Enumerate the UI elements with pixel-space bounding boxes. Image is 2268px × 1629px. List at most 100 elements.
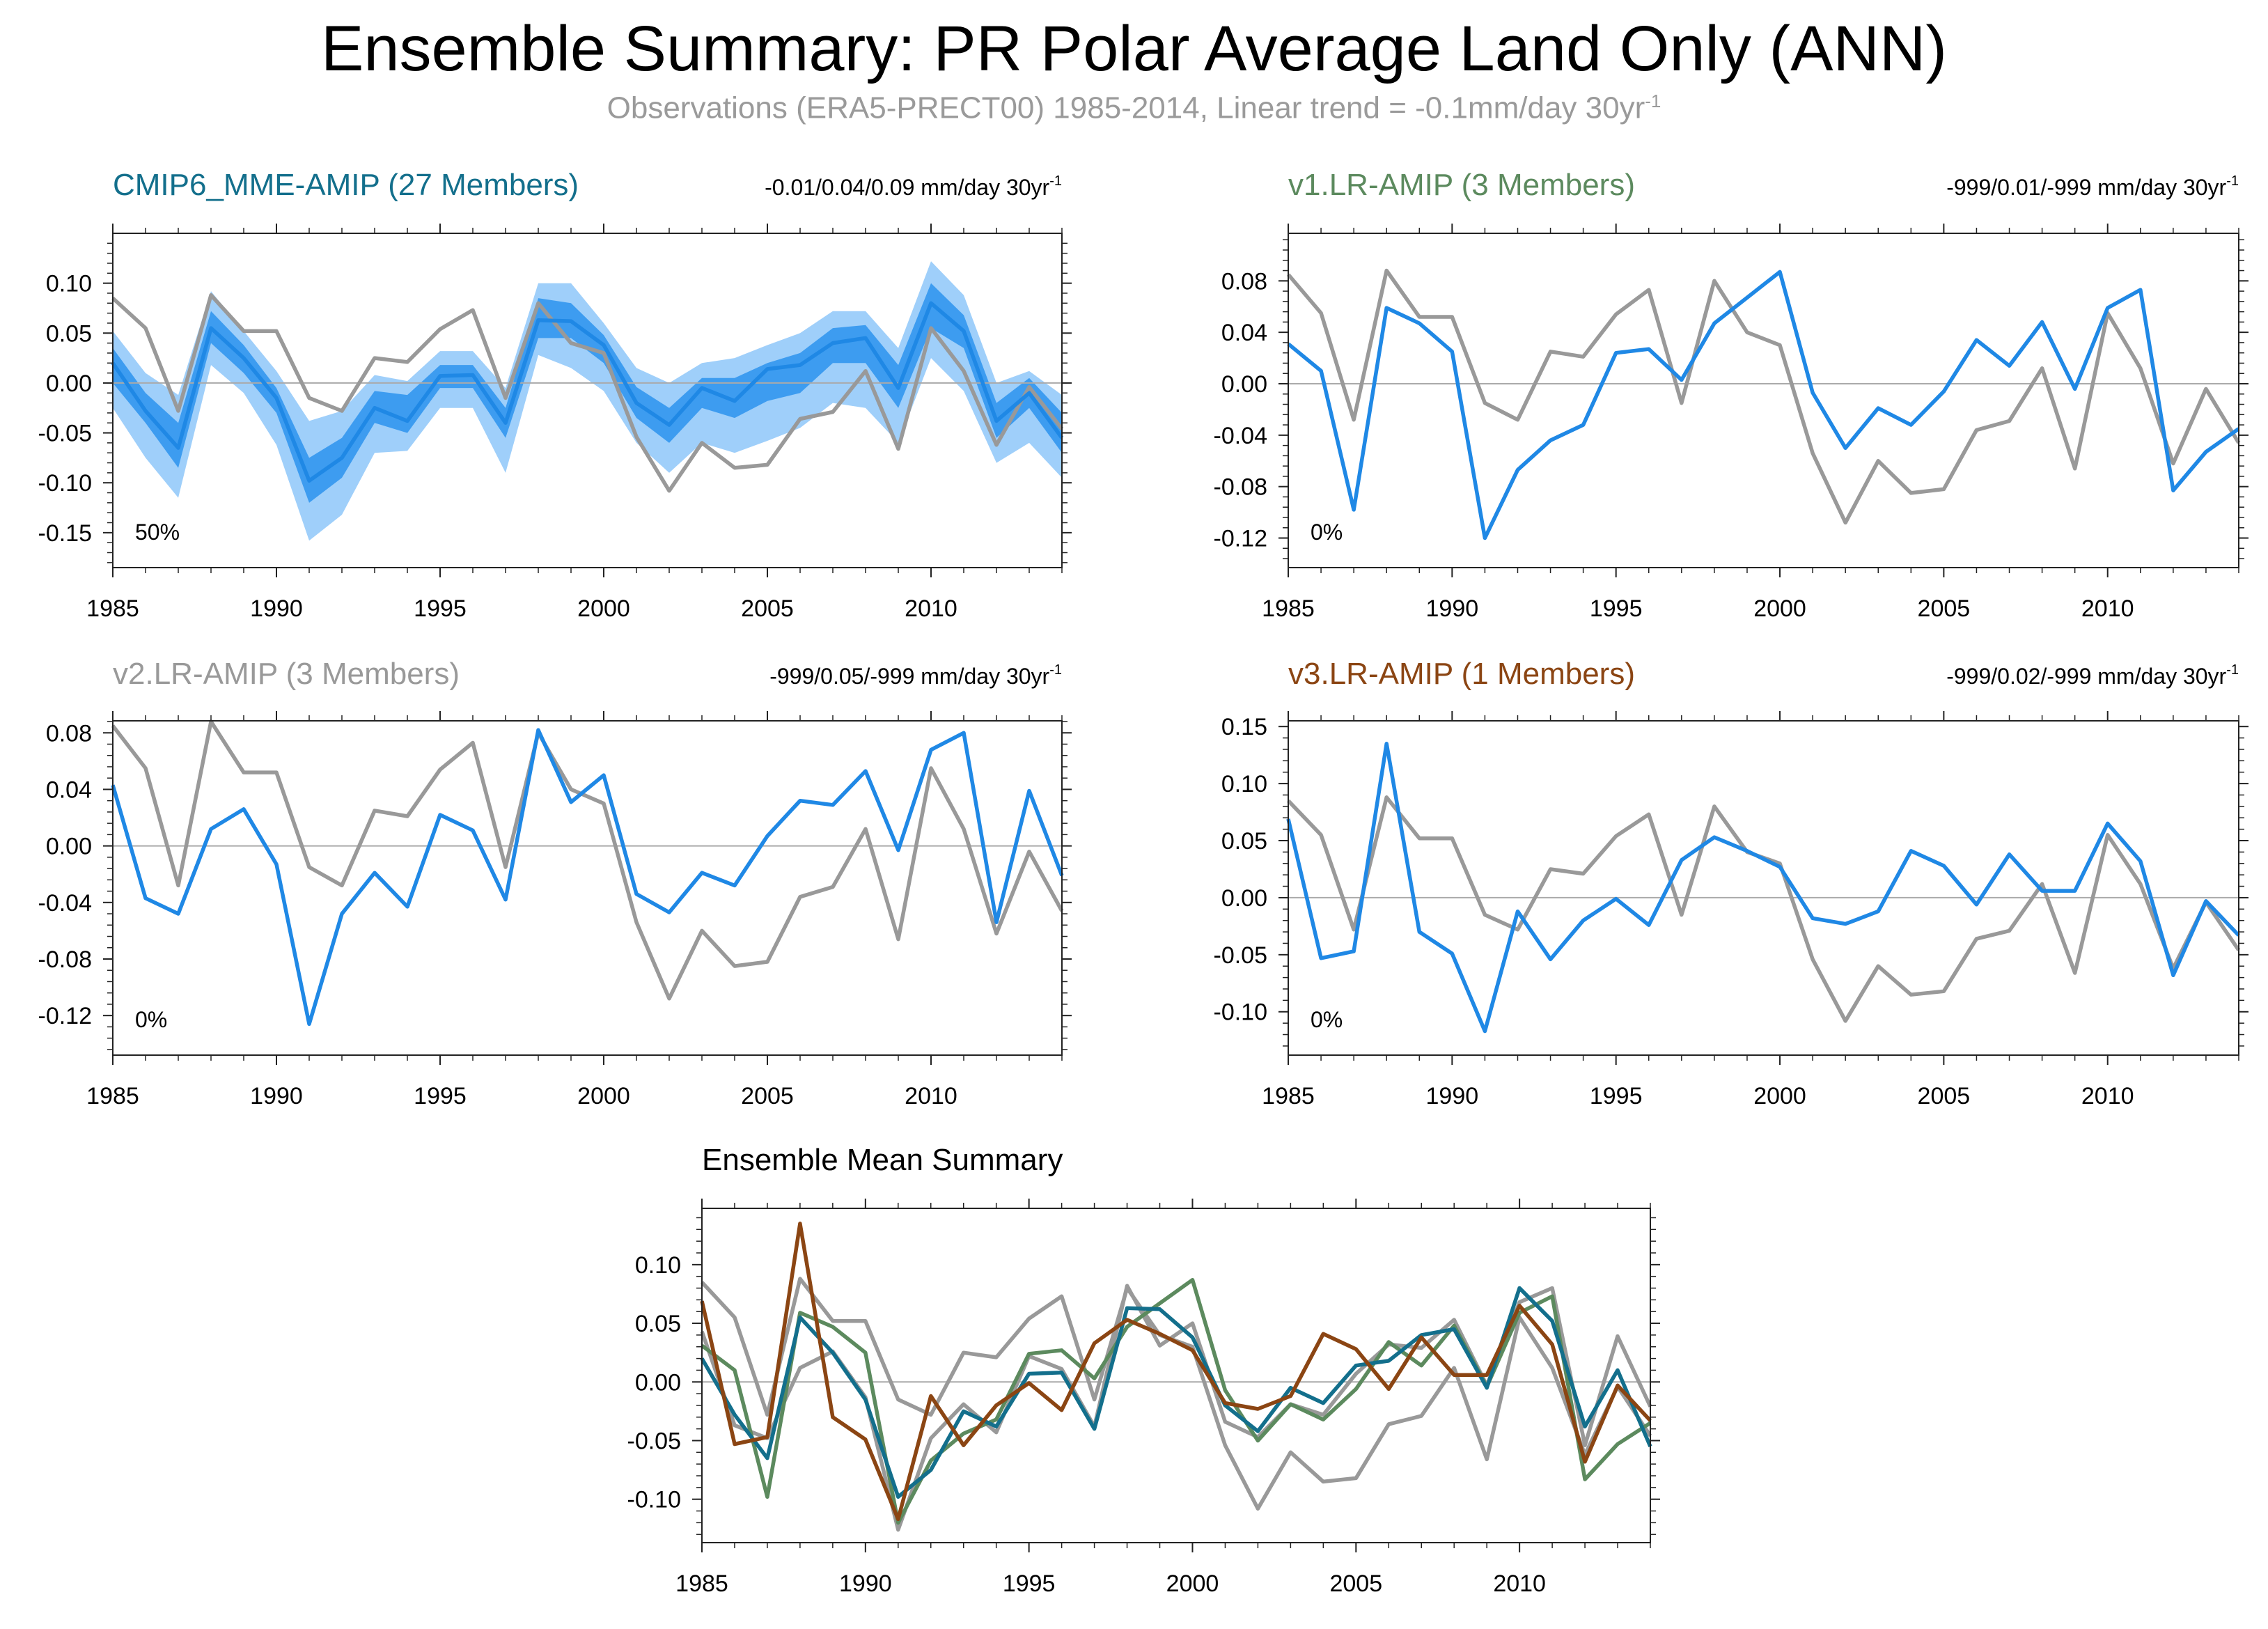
series-v1	[701, 1277, 1652, 1525]
y-tick-label: 0.15	[1221, 714, 1267, 740]
percent-label: 50%	[135, 520, 180, 545]
x-tick-label: 1995	[414, 595, 467, 622]
series-mme	[700, 1286, 1652, 1499]
panel-v3: v3.LR-AMIP (1 Members) -999/0.02/-999 mm/…	[1214, 657, 2249, 1109]
x-tick-label: 1990	[250, 1083, 303, 1109]
y-tick-label: 0.05	[1221, 828, 1267, 855]
x-tick-label: 2000	[1753, 1083, 1806, 1109]
panel-title: Ensemble Mean Summary	[702, 1143, 1063, 1177]
x-tick-label: 2000	[1753, 595, 1806, 622]
x-tick-label: 2005	[741, 1083, 794, 1109]
series-obs	[1286, 268, 2241, 525]
y-tick-label: 0.00	[46, 834, 92, 860]
percent-label: 0%	[1311, 1007, 1343, 1032]
percent-label: 0%	[1311, 520, 1343, 545]
x-tick-label: 1985	[1262, 595, 1315, 622]
y-tick-label: -0.05	[38, 421, 93, 447]
trend-label: -999/0.02/-999 mm/day 30yr-1	[1946, 662, 2239, 689]
plot-frame	[112, 720, 1063, 1056]
x-tick-label: 1990	[1426, 1083, 1479, 1109]
y-tick-label: -0.05	[1214, 942, 1268, 969]
y-tick-label: -0.10	[38, 470, 93, 497]
x-tick-label: 1990	[1426, 595, 1479, 622]
trend-superscript: -1	[1049, 662, 1062, 678]
y-tick-label: -0.12	[38, 1003, 93, 1029]
panel-v1: v1.LR-AMIP (3 Members) -999/0.01/-999 mm/…	[1214, 168, 2249, 622]
y-tick-label: 0.04	[1221, 320, 1267, 346]
series-model	[111, 301, 1064, 483]
x-tick-label: 2010	[905, 1083, 957, 1109]
y-tick-label: -0.10	[627, 1487, 682, 1513]
trend-text: -999/0.01/-999 mm/day 30yr	[1946, 175, 2226, 200]
y-tick-label: -0.04	[38, 890, 93, 917]
series-model	[111, 728, 1064, 1027]
x-tick-label: 1985	[86, 1083, 139, 1109]
y-tick-label: -0.12	[1214, 526, 1268, 552]
y-tick-label: 0.10	[635, 1252, 681, 1279]
plot-frame	[1288, 720, 2239, 1056]
x-tick-label: 2010	[2081, 595, 2134, 622]
trend-superscript: -1	[1049, 173, 1062, 189]
x-tick-label: 1985	[675, 1570, 728, 1597]
x-tick-label: 2005	[1918, 1083, 1971, 1109]
y-tick-label: 0.10	[1221, 771, 1267, 797]
plot-frame	[112, 233, 1063, 568]
series-model	[1286, 742, 2240, 1034]
trend-text: -999/0.05/-999 mm/day 30yr	[769, 664, 1049, 689]
x-tick-label: 2010	[1493, 1570, 1546, 1597]
trend-superscript: -1	[2226, 662, 2239, 678]
panel-title: CMIP6_MME-AMIP (27 Members)	[113, 168, 579, 202]
y-tick-label: -0.10	[1214, 999, 1268, 1026]
y-tick-label: 0.08	[1221, 268, 1267, 295]
x-tick-label: 2010	[905, 595, 957, 622]
y-tick-label: 0.08	[46, 720, 92, 747]
y-tick-label: -0.05	[627, 1428, 682, 1454]
band-outer	[113, 261, 1062, 541]
trend-superscript: -1	[2226, 173, 2239, 189]
subtitle-text: Observations (ERA5-PRECT00) 1985-2014, L…	[607, 91, 1645, 125]
y-tick-label: 0.00	[46, 371, 92, 397]
x-tick-label: 2000	[577, 595, 630, 622]
figure-subtitle: Observations (ERA5-PRECT00) 1985-2014, L…	[0, 91, 2268, 126]
panel-v2: v2.LR-AMIP (3 Members) -999/0.05/-999 mm/…	[38, 657, 1072, 1109]
y-tick-label: 0.04	[46, 777, 92, 803]
x-tick-label: 1985	[86, 595, 139, 622]
percent-label: 0%	[135, 1007, 167, 1032]
series-model	[1287, 270, 2240, 540]
x-tick-label: 1990	[839, 1570, 892, 1597]
x-tick-label: 1995	[414, 1083, 467, 1109]
trend-text: -0.01/0.04/0.09 mm/day 30yr	[765, 175, 1049, 200]
y-tick-label: 0.00	[635, 1369, 681, 1396]
x-tick-label: 2000	[1166, 1570, 1219, 1597]
trend-text: -999/0.02/-999 mm/day 30yr	[1946, 664, 2226, 689]
x-tick-label: 1995	[1590, 1083, 1643, 1109]
x-tick-label: 1990	[250, 595, 303, 622]
plot-frame	[701, 1208, 1651, 1543]
x-tick-label: 2000	[577, 1083, 630, 1109]
x-tick-label: 2005	[1329, 1570, 1382, 1597]
series-v3	[700, 1222, 1652, 1522]
x-tick-label: 2010	[2081, 1083, 2134, 1109]
y-tick-label: -0.04	[1214, 423, 1268, 449]
x-tick-label: 1995	[1003, 1570, 1056, 1597]
x-tick-label: 2005	[1918, 595, 1971, 622]
panel-title: v1.LR-AMIP (3 Members)	[1288, 168, 1635, 202]
plot-frame	[1288, 233, 2239, 568]
trend-label: -0.01/0.04/0.09 mm/day 30yr-1	[765, 173, 1062, 200]
series-obs	[1287, 795, 2241, 1023]
series-obs	[111, 719, 1064, 1001]
y-tick-label: 0.00	[1221, 371, 1267, 398]
y-tick-label: -0.08	[38, 946, 93, 973]
trend-label: -999/0.05/-999 mm/day 30yr-1	[769, 662, 1062, 689]
y-tick-label: 0.00	[1221, 885, 1267, 912]
y-tick-label: -0.15	[38, 520, 93, 547]
panel-summary: Ensemble Mean Summary 0.10 0.05 0.00 -0.05 -0…	[627, 1143, 1660, 1597]
y-tick-label: 0.05	[46, 320, 92, 347]
panel-cmip6: CMIP6_MME-AMIP (27 Members) -0.01/0.04/0.…	[38, 168, 1072, 622]
x-tick-label: 2005	[741, 595, 794, 622]
trend-label: -999/0.01/-999 mm/day 30yr-1	[1946, 173, 2239, 200]
x-tick-label: 1995	[1590, 595, 1643, 622]
figure-title: Ensemble Summary: PR Polar Average Land …	[320, 13, 1948, 84]
x-tick-label: 1985	[1262, 1083, 1315, 1109]
